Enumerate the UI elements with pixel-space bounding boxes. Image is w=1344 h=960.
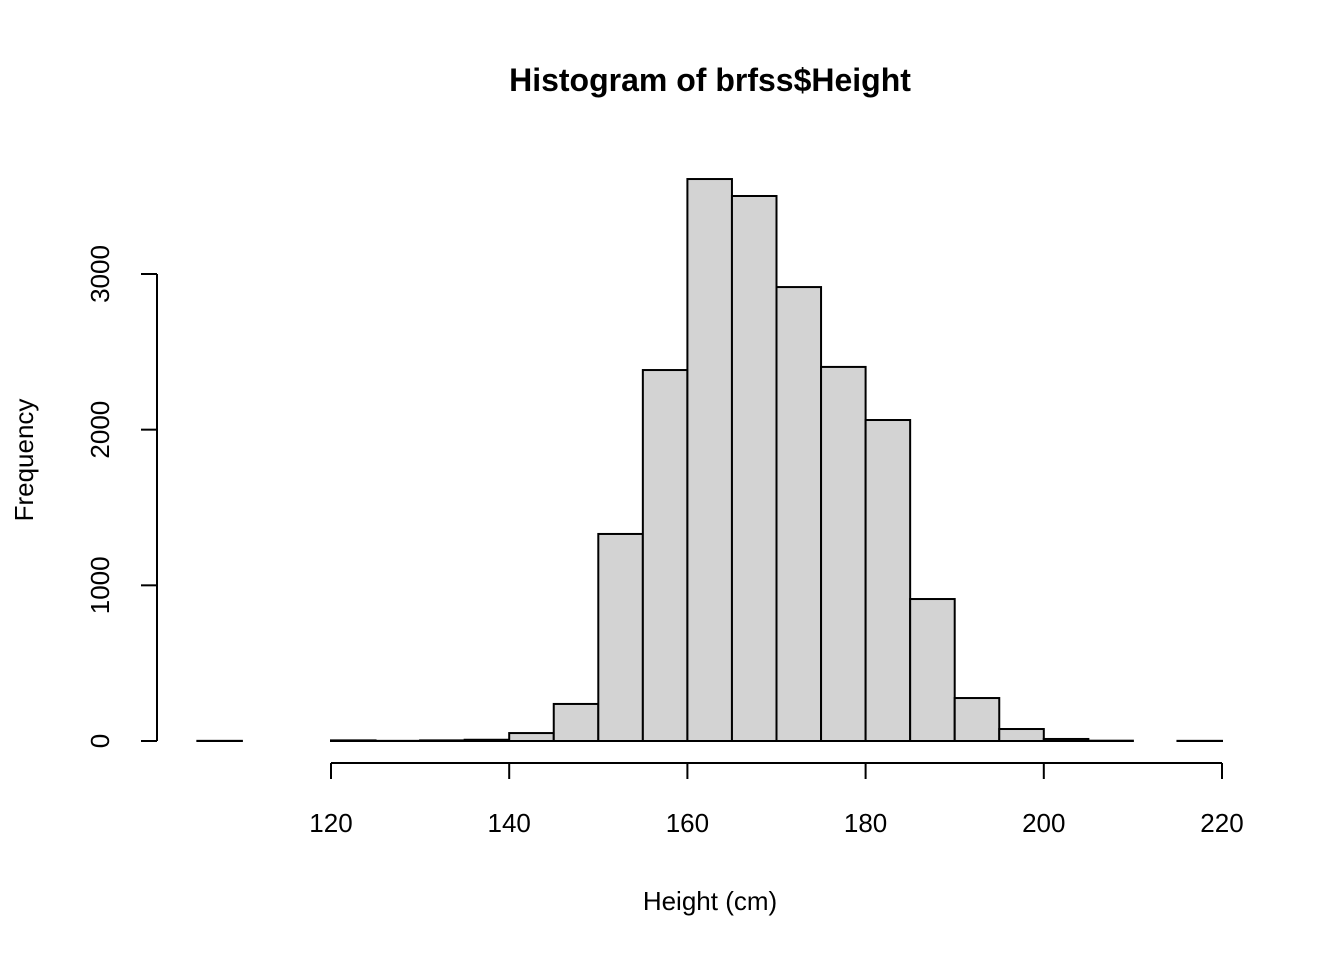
x-tick-label: 160 [666, 808, 709, 838]
histogram-bar [775, 286, 823, 742]
histogram-bar [953, 697, 1001, 743]
histogram-bar [419, 739, 466, 742]
histogram-bar [463, 738, 511, 742]
chart-title: Histogram of brfss$Height [509, 62, 911, 98]
x-tick-label: 180 [844, 808, 887, 838]
x-tick-label: 140 [488, 808, 531, 838]
histogram-bar [641, 369, 689, 742]
y-tick-label: 0 [85, 734, 115, 748]
histogram-bar [864, 419, 912, 742]
x-tick-label: 220 [1200, 808, 1243, 838]
histogram-bar [508, 732, 555, 743]
y-tick-label: 3000 [85, 245, 115, 303]
histogram-bar [730, 194, 778, 742]
histogram-bar [1042, 737, 1090, 743]
histogram-bar [330, 739, 377, 742]
x-tick-label: 200 [1022, 808, 1065, 838]
y-axis-label: Frequency [9, 399, 39, 522]
x-axis-label: Height (cm) [643, 886, 777, 916]
histogram-bar [909, 598, 956, 742]
x-tick-label: 120 [309, 808, 352, 838]
y-tick-label: 1000 [85, 556, 115, 614]
histogram-bar [820, 365, 867, 742]
histogram-bar [552, 702, 600, 743]
y-tick-label: 2000 [85, 401, 115, 459]
histogram-bar [686, 178, 733, 742]
histogram-bar [998, 728, 1045, 743]
histogram-bar [597, 532, 644, 743]
